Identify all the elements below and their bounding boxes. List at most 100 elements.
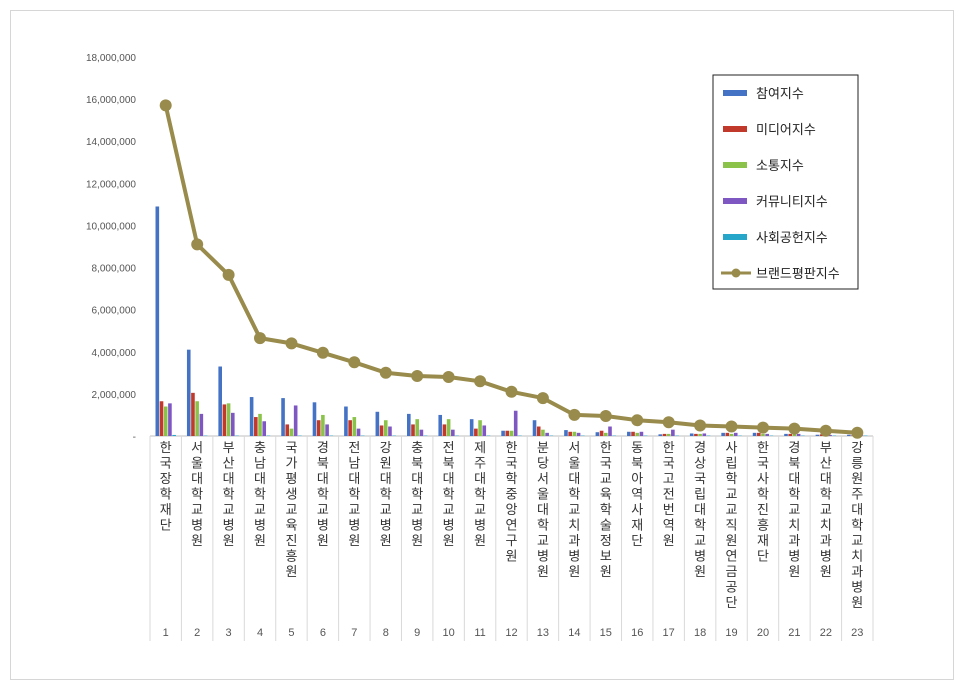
bar-2-2 [191, 392, 195, 436]
bar-1-2 [186, 349, 191, 436]
bar-1-16 [627, 431, 631, 436]
bar-4-12 [513, 410, 518, 436]
bar-4-20 [765, 433, 769, 436]
line-point-3 [222, 268, 235, 281]
legend-label-3: 소통지수 [756, 159, 804, 174]
line-point-16 [631, 414, 644, 427]
bar-3-8 [383, 420, 388, 436]
rank-label-5: 5 [288, 627, 294, 639]
bar-1-11 [469, 419, 474, 436]
bar-1-1 [155, 206, 160, 436]
rank-label-6: 6 [320, 627, 326, 639]
bar-1-3 [218, 366, 222, 436]
bar-2-17 [662, 433, 667, 436]
bar-2-6 [316, 420, 321, 436]
bar-3-3 [226, 403, 231, 436]
line-point-20 [757, 421, 769, 434]
bar-3-9 [415, 419, 419, 436]
bar-1-5 [281, 398, 285, 436]
bar-1-23 [847, 434, 851, 436]
legend-box [712, 74, 859, 290]
bar-4-19 [733, 432, 738, 436]
bar-4-18 [702, 433, 707, 436]
bar-2-11 [474, 428, 478, 436]
rank-label-14: 14 [568, 627, 580, 639]
line-point-23 [851, 426, 864, 439]
rank-label-4: 4 [257, 627, 263, 639]
bar-2-7 [348, 420, 352, 436]
bar-1-9 [407, 413, 411, 436]
bar-3-13 [541, 429, 545, 436]
bar-1-20 [752, 432, 757, 436]
legend-swatch-5 [723, 234, 747, 240]
rank-label-19: 19 [725, 627, 737, 639]
bar-3-21 [792, 434, 797, 436]
line-point-2 [191, 238, 204, 251]
bar-2-15 [599, 430, 604, 436]
bar-3-20 [761, 433, 765, 436]
line-point-7 [348, 356, 361, 369]
bar-2-13 [536, 426, 541, 436]
line-point-14 [568, 408, 581, 421]
bar-2-21 [788, 433, 793, 436]
y-tick-label: 4,000,000 [92, 348, 137, 359]
bar-2-22 [819, 434, 824, 436]
line-point-22 [819, 424, 832, 437]
rank-label-11: 11 [474, 627, 485, 639]
legend-label-4: 커뮤니티지수 [756, 195, 828, 210]
bar-1-10 [438, 414, 443, 436]
bar-3-4 [258, 413, 262, 436]
line-point-10 [442, 371, 455, 383]
bar-5-1 [172, 434, 176, 436]
bar-1-15 [595, 432, 600, 436]
bar-3-11 [478, 420, 482, 436]
bar-2-4 [254, 417, 258, 436]
bar-3-16 [635, 432, 640, 436]
line-point-9 [411, 370, 424, 382]
bar-4-14 [576, 432, 581, 436]
bar-4-10 [451, 429, 455, 436]
legend-label-1: 참여지수 [756, 87, 804, 102]
y-tick-label: 16,000,000 [86, 95, 136, 106]
y-tick-label: 10,000,000 [86, 221, 136, 232]
bar-2-1 [159, 401, 164, 436]
bar-4-15 [608, 426, 612, 436]
bar-1-8 [375, 411, 380, 436]
bar-2-19 [725, 432, 730, 436]
rank-label-17: 17 [663, 627, 675, 639]
y-tick-label: 12,000,000 [86, 179, 136, 190]
bar-4-7 [356, 428, 361, 436]
bar-3-18 [698, 433, 702, 436]
rank-label-9: 9 [414, 627, 420, 639]
y-tick-label: 2,000,000 [92, 390, 137, 401]
bar-4-4 [262, 421, 267, 436]
rank-label-20: 20 [757, 627, 769, 639]
bar-3-17 [666, 433, 671, 436]
rank-label-8: 8 [383, 627, 389, 639]
rank-label-2: 2 [194, 627, 200, 639]
rank-label-13: 13 [537, 627, 549, 639]
y-tick-label: - [133, 432, 136, 443]
bar-4-11 [482, 425, 487, 436]
legend-swatch-3 [723, 162, 747, 168]
bar-2-14 [568, 431, 572, 436]
rank-label-18: 18 [694, 627, 706, 639]
bar-2-18 [694, 433, 698, 436]
bar-1-19 [721, 432, 725, 436]
